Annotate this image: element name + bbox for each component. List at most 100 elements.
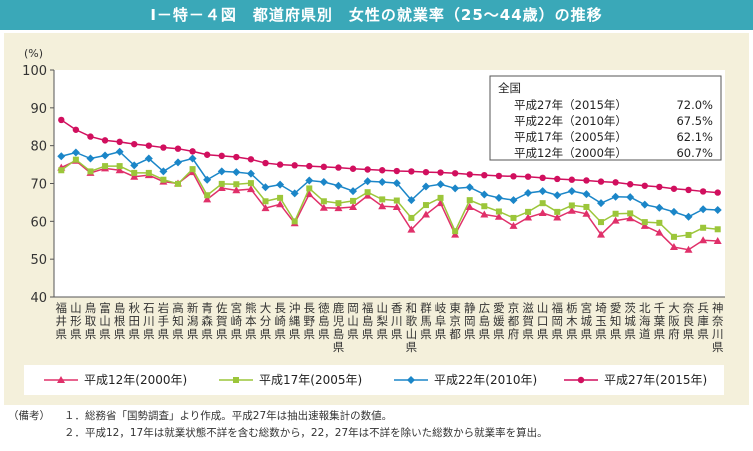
data-point-s2000 [334,204,343,212]
line-chart: (%)405060708090100福井県山形県鳥取県富山県島根県秋田県石川県岩… [22,47,725,395]
legend-box [24,365,724,395]
data-point-s2015 [422,168,430,176]
data-point-s2010 [217,167,226,176]
data-point-s2005 [116,163,123,170]
data-point-s2010 [363,177,372,186]
data-point-s2005 [87,168,94,175]
x-tick-label: 佐 [216,301,228,315]
data-point-s2000 [626,214,635,222]
data-point-s2010 [626,193,635,202]
data-point-s2000 [669,243,678,251]
data-point-s2015 [510,173,517,180]
x-tick-label: 山 [537,301,549,315]
x-tick-label: 県 [187,327,199,341]
x-tick-label: 県 [201,327,213,341]
national-average-heading: 全国 [498,81,521,95]
x-tick-label: 東 [449,301,461,315]
data-point-s2015 [524,173,532,180]
data-point-s2010 [392,179,401,188]
x-tick-label: 海 [639,314,651,328]
data-point-s2005 [364,189,371,196]
data-point-s2005 [58,167,65,174]
x-tick-label: 県 [347,327,359,341]
data-point-s2015 [583,177,590,184]
data-point-s2010 [524,188,533,197]
x-tick-label: 滋 [522,301,534,315]
x-tick-label: 島 [318,314,330,328]
x-tick-label: 島 [362,314,374,328]
data-point-s2010 [509,196,518,205]
data-point-s2015 [393,167,400,175]
data-point-s2015 [233,153,240,161]
x-tick-label: 岡 [347,301,359,315]
data-point-s2015 [306,162,313,170]
note-1: （備考） １．総務省「国勢調査」より作成。平成27年は抽出速報集計の数値。 [8,408,748,425]
x-tick-label: 島 [114,301,126,315]
chart-title: Ⅰ－特－４図 都道府県別 女性の就業率（25～44歳）の推移 [150,6,603,24]
x-tick-label: 県 [56,327,68,341]
data-point-s2010 [101,151,110,160]
x-tick-label: 埼 [595,301,607,315]
data-point-s2010 [305,176,314,185]
data-point-s2015 [597,178,605,185]
data-point-s2015 [160,144,167,151]
x-tick-label: 阪 [668,314,680,328]
note-2: ２．平成12，17年は就業状態不詳を含む総数から，22，27年は不詳を除いた総数… [8,425,748,442]
x-tick-label: 県 [85,327,97,341]
legend-label-s2015: 平成27年(2015年) [604,373,707,387]
x-tick-label: 森 [201,314,213,328]
data-point-s2010 [319,177,328,186]
x-tick-label: 都 [508,314,520,328]
data-point-s2005 [335,200,342,207]
data-point-s2015 [554,175,561,183]
x-tick-label: 口 [537,314,549,328]
data-point-s2010 [699,205,708,214]
data-point-s2005 [598,219,605,226]
x-tick-label: 県 [654,327,666,341]
x-tick-label: 徳 [318,301,330,315]
x-tick-label: 県 [260,327,272,341]
data-point-s2000 [538,209,547,217]
notes-prefix: （備考） [8,410,50,422]
data-point-s2010 [713,205,722,214]
x-tick-label: 県 [231,327,243,341]
x-tick-label: 田 [128,314,140,328]
x-tick-label: 福 [362,301,374,315]
x-tick-label: 大 [668,301,680,315]
x-tick-label: 京 [449,314,461,328]
x-tick-label: 賀 [522,314,534,328]
y-tick-label: 70 [30,178,47,193]
x-tick-label: 鹿 [333,301,345,315]
x-tick-label: 歌 [406,314,418,328]
x-tick-label: 山 [70,301,82,315]
data-point-s2000 [436,199,445,207]
x-tick-label: 知 [610,314,622,328]
data-point-s2000 [232,186,241,194]
data-point-s2015 [247,156,255,163]
data-point-s2010 [130,161,139,170]
data-point-s2000 [567,206,576,214]
x-tick-label: 県 [99,327,111,341]
data-point-s2015 [335,164,342,171]
data-point-s2000 [115,166,124,174]
x-tick-label: 都 [449,327,461,341]
data-point-s2005 [568,202,575,209]
x-tick-label: 県 [683,327,695,341]
note-2-text: ２．平成12，17年は就業状態不詳を含む総数から，22，27年は不詳を除いた総数… [64,427,548,439]
data-point-s2005 [145,169,152,176]
x-tick-label: 奈 [712,314,724,328]
x-tick-label: 県 [435,327,447,341]
data-point-s2000 [640,221,649,229]
data-point-s2000 [319,203,328,211]
x-tick-label: 山 [347,314,359,328]
x-tick-label: 県 [216,327,228,341]
x-tick-label: 神 [712,301,724,315]
data-point-s2010 [611,192,620,201]
x-tick-label: 福 [552,301,564,315]
data-point-s2005 [495,208,502,215]
data-point-s2000 [582,209,591,217]
x-tick-label: 愛 [493,301,505,315]
x-tick-label: 愛 [610,301,622,315]
data-point-s2005 [554,208,561,215]
x-tick-label: 沖 [289,301,301,315]
